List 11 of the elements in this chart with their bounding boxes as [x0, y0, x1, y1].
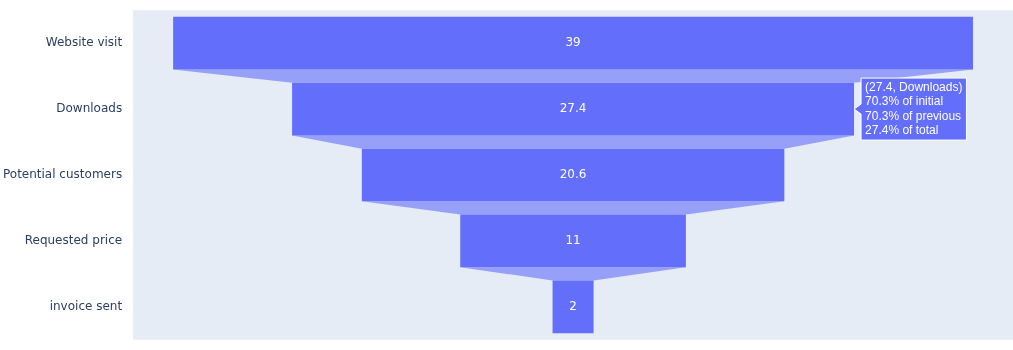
data-label: 20.6: [559, 167, 587, 182]
data-label: 2: [569, 298, 577, 313]
data-label: 27.4: [559, 101, 587, 116]
category-label: invoice sent: [49, 298, 123, 313]
text: (27.4, Downloads) 70.3% of initial 70.3% of previous 27.4% of total: [865, 79, 963, 138]
category-label: Website visit: [45, 35, 123, 50]
category-label: Downloads: [56, 101, 123, 116]
category-label: Potential customers: [2, 167, 123, 182]
data-label: 11: [565, 233, 581, 248]
category-label: Requested price: [24, 233, 123, 248]
data-label: 39: [565, 35, 581, 50]
